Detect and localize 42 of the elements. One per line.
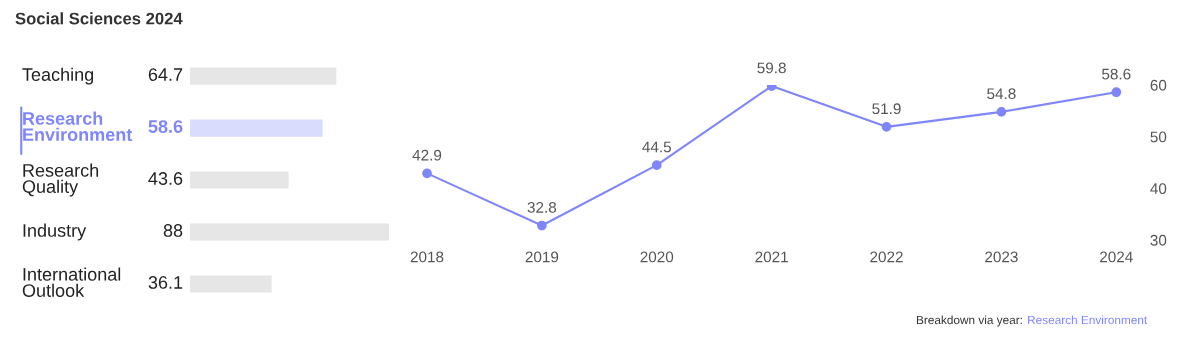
data-label: 58.6	[1102, 68, 1131, 80]
data-label: 43.6	[148, 172, 183, 185]
data-label: 32.8	[527, 201, 557, 213]
data-label: 51.9	[872, 103, 901, 115]
data-label: 59.8	[757, 62, 786, 74]
data-label: 42.9	[412, 149, 442, 161]
data-label: 54.8	[987, 88, 1016, 100]
chart-title: Social Sciences 2024	[15, 12, 183, 25]
data-label: 58.6	[148, 120, 183, 133]
data-label: 64.7	[148, 68, 183, 81]
x-tick-label: 2024	[1100, 251, 1133, 263]
point	[996, 107, 1007, 117]
x-tick-label: 2018	[410, 251, 444, 263]
x-tick-label: 2022	[870, 251, 903, 263]
x-tick-label: 2023	[985, 251, 1018, 263]
point	[422, 168, 432, 179]
bar	[190, 119, 323, 137]
x-tick-label: 2021	[755, 251, 788, 263]
x-tick-label: 2019	[525, 251, 559, 263]
y-tick-label: 50	[1150, 131, 1167, 143]
y-tick-label: 30	[1150, 234, 1167, 246]
bar	[190, 67, 337, 85]
data-label: 88	[163, 224, 183, 237]
y-tick-label: Teaching	[22, 67, 94, 85]
text: Research Environment	[1028, 315, 1148, 325]
text: Breakdown via year:	[916, 315, 1022, 327]
y-tick-label: International Outlook	[22, 267, 121, 297]
bar	[190, 171, 289, 189]
y-tick-label: 40	[1150, 183, 1167, 195]
data-label: 44.5	[642, 141, 671, 153]
y-tick-label: Industry	[23, 223, 87, 241]
y-tick-label: Research Environment	[23, 111, 133, 142]
data-label: 36.1	[148, 276, 183, 289]
x-tick-label: 2020	[640, 251, 674, 263]
y-tick-label: Research Quality	[22, 163, 99, 197]
y-tick-label: 60	[1150, 79, 1167, 91]
point	[1111, 87, 1122, 98]
point	[881, 121, 892, 132]
point	[537, 220, 547, 231]
point	[651, 160, 662, 170]
bar	[190, 275, 272, 293]
bar	[190, 223, 389, 241]
